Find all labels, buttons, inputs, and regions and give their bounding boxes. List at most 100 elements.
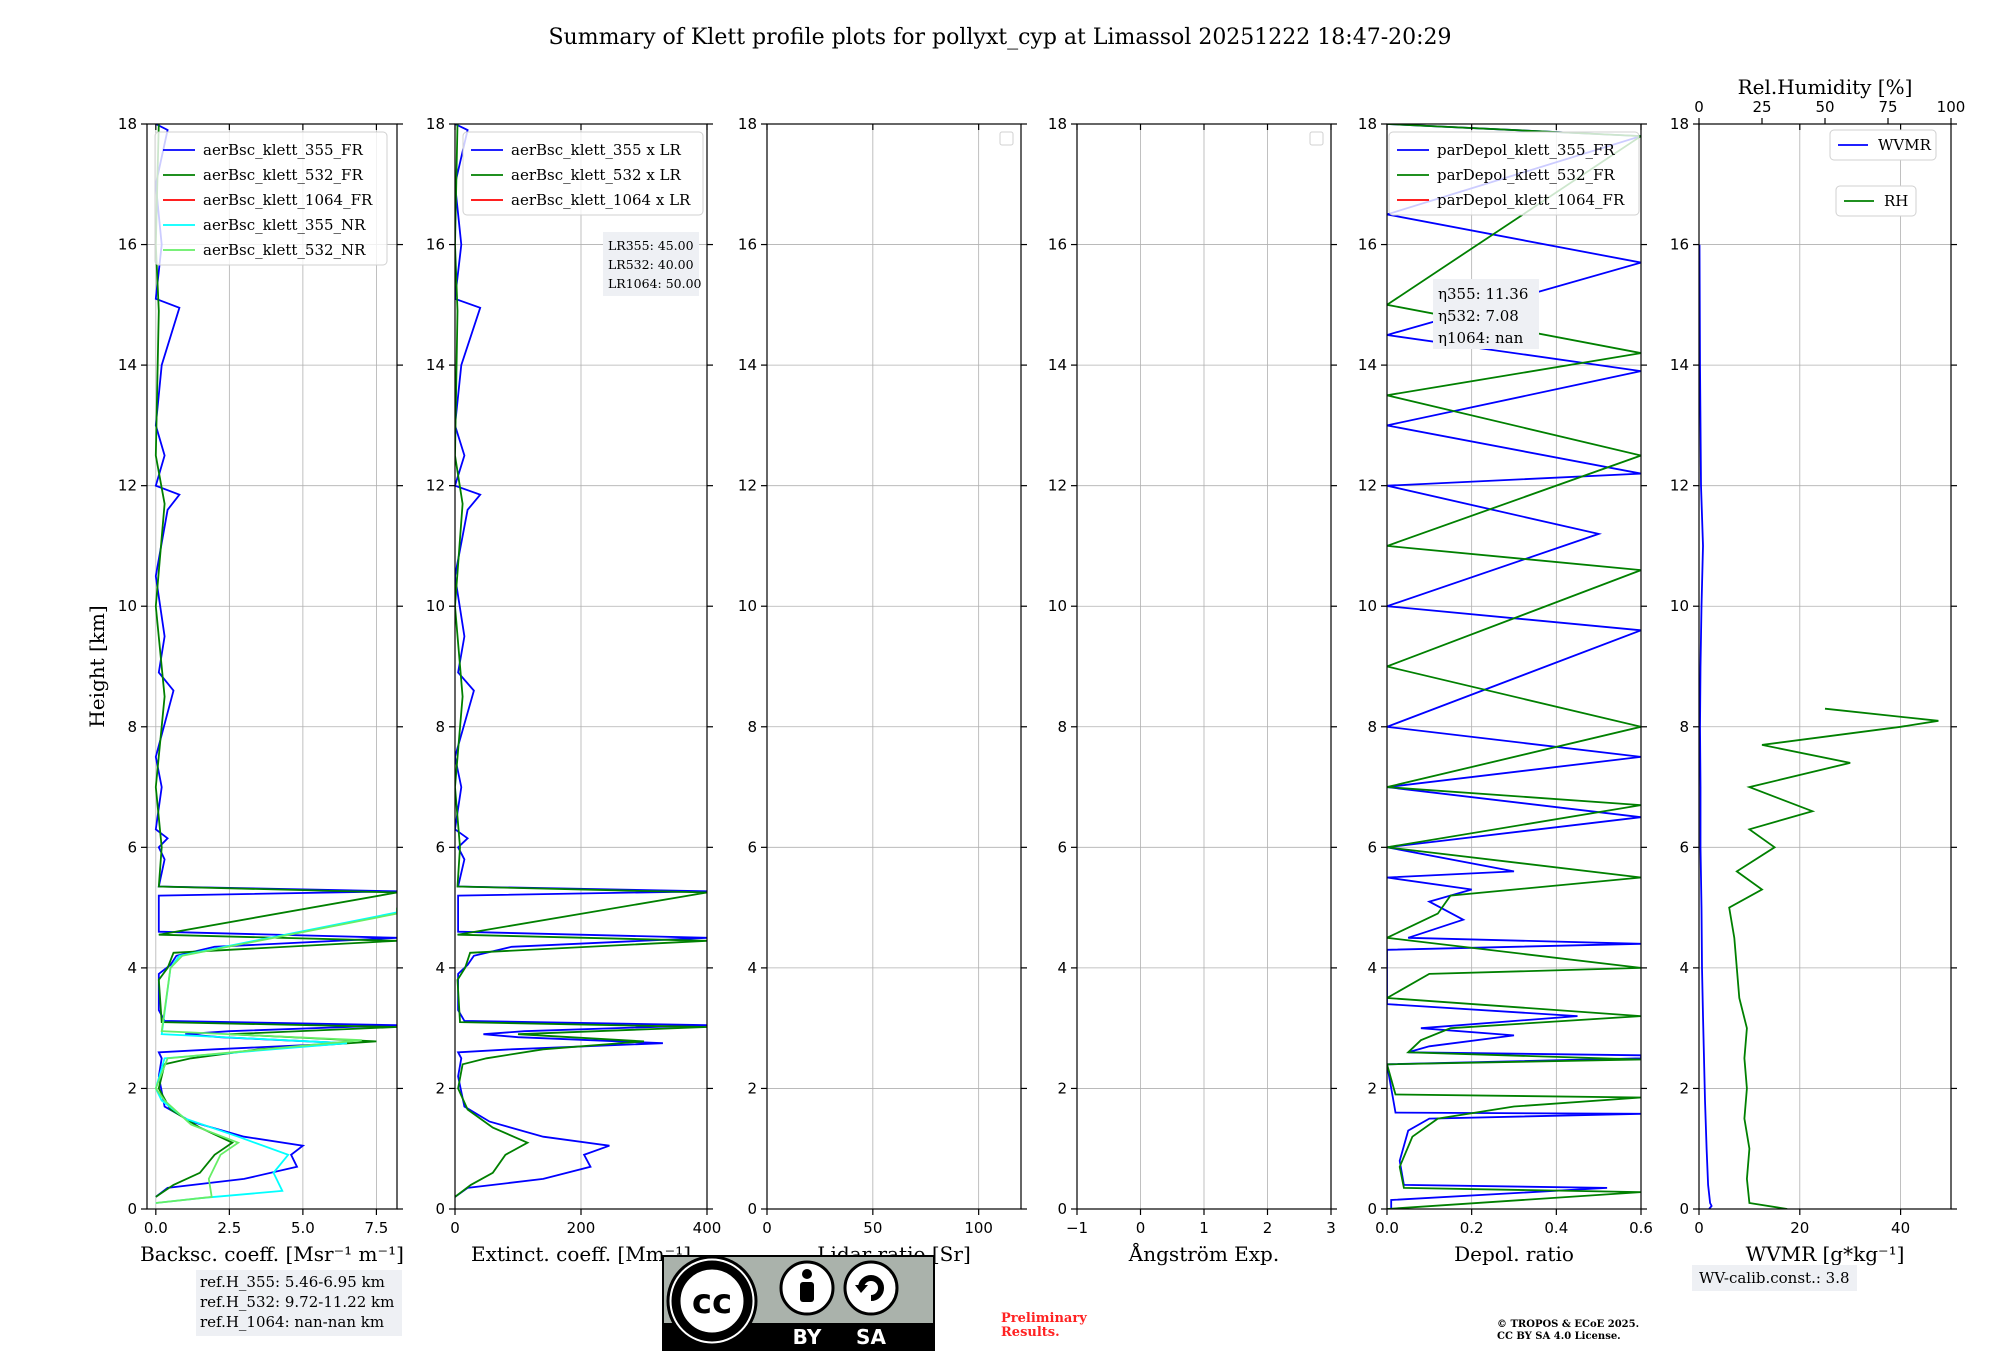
y-tick-label: 0	[1367, 1200, 1377, 1218]
y-tick-label: 6	[127, 838, 137, 856]
y-tick-label: 0	[127, 1200, 137, 1218]
y-tick-label: 2	[747, 1079, 757, 1097]
series-line-aerBsc_klett_532 x LR	[455, 124, 707, 1198]
y-tick-label: 4	[1679, 959, 1689, 977]
y-tick-label: 8	[1367, 718, 1377, 736]
x-tick-label: 200	[567, 1219, 596, 1237]
y-tick-label: 12	[1048, 477, 1067, 495]
legend-label: aerBsc_klett_532_FR	[203, 166, 363, 184]
y-tick-label: 18	[118, 115, 137, 133]
y-tick-label: 8	[435, 718, 445, 736]
legend-label: parDepol_klett_532_FR	[1437, 166, 1615, 184]
y-tick-label: 4	[435, 959, 445, 977]
legend-box	[154, 131, 388, 266]
y-tick-label: 6	[1057, 838, 1067, 856]
legend-box	[462, 131, 704, 216]
y-tick-label: 0	[435, 1200, 445, 1218]
y-tick-label: 2	[1367, 1079, 1377, 1097]
y-tick-label: 0	[747, 1200, 757, 1218]
x-axis-label: Ångström Exp.	[1128, 1241, 1279, 1266]
y-tick-label: 14	[1670, 356, 1689, 374]
y-tick-label: 12	[1670, 477, 1689, 495]
y-tick-label: 14	[738, 356, 757, 374]
x-tick-label: 0.2	[1460, 1219, 1484, 1237]
x-tick-label: 0	[1136, 1219, 1146, 1237]
y-tick-label: 12	[738, 477, 757, 495]
series-line-RH	[1728, 707, 1939, 1209]
legend-label: aerBsc_klett_1064 x LR	[511, 191, 691, 209]
empty-legend-box	[1309, 131, 1324, 146]
y-tick-label: 4	[1057, 959, 1067, 977]
preliminary-line-2: Results.	[1001, 1325, 1060, 1340]
y-tick-label: 10	[118, 597, 137, 615]
y-tick-label: 18	[738, 115, 757, 133]
x-tick-label: 100	[964, 1219, 993, 1237]
series-line-aerBsc_klett_532_NR	[154, 907, 397, 1204]
y-tick-label: 14	[118, 356, 137, 374]
y-tick-label: 10	[738, 597, 757, 615]
top-x-tick-label: 100	[1937, 98, 1966, 116]
figure-title: Summary of Klett profile plots for polly…	[548, 25, 1451, 50]
y-tick-label: 8	[1057, 718, 1067, 736]
x-tick-label: 40	[1891, 1219, 1910, 1237]
lidar-ratio-value: LR1064: 50.00	[608, 276, 702, 291]
y-tick-label: 12	[1358, 477, 1377, 495]
y-tick-label: 0	[1057, 1200, 1067, 1218]
y-tick-label: 4	[1367, 959, 1377, 977]
top-x-tick-label: 50	[1815, 98, 1834, 116]
axes-frame	[1386, 123, 1642, 1210]
preliminary-results-note: Preliminary Results.	[1001, 1312, 1087, 1340]
preliminary-line-1: Preliminary	[1001, 1311, 1087, 1326]
y-tick-label: 18	[1670, 115, 1689, 133]
x-tick-label: 0.0	[144, 1219, 168, 1237]
y-tick-label: 6	[1367, 838, 1377, 856]
x-tick-label: 7.5	[364, 1219, 388, 1237]
y-tick-label: 12	[118, 477, 137, 495]
cc-by-sa-license-badge: cc BY SA	[662, 1255, 935, 1351]
y-tick-label: 8	[747, 718, 757, 736]
ref-height-355: ref.H_355: 5.46-6.95 km	[200, 1273, 385, 1291]
lidar-ratio-value: LR355: 45.00	[608, 238, 694, 253]
x-tick-label: 2.5	[217, 1219, 241, 1237]
legend-label: aerBsc_klett_355_NR	[203, 216, 366, 234]
ref-height-1064: ref.H_1064: nan-nan km	[200, 1313, 385, 1331]
x-axis-label: WVMR [g*kg⁻¹]	[1746, 1242, 1905, 1266]
legend-label: aerBsc_klett_1064_FR	[203, 191, 373, 209]
top-x-axis-label: Rel.Humidity [%]	[1738, 75, 1913, 99]
copyright-line-2: CC BY SA 4.0 License.	[1497, 1331, 1621, 1342]
series-line-parDepol_klett_355_FR	[1387, 124, 1641, 1209]
eta-value: η1064: nan	[1438, 329, 1524, 347]
x-tick-label: 5.0	[291, 1219, 315, 1237]
axes-frame	[146, 123, 398, 1210]
wv-calibration-box: WV-calib.const.: 3.8	[1692, 1265, 1857, 1291]
y-tick-label: 6	[435, 838, 445, 856]
copyright-note: © TROPOS & ECoE 2025. CC BY SA 4.0 Licen…	[1497, 1319, 1639, 1343]
legend-label: aerBsc_klett_532_NR	[203, 241, 366, 259]
x-tick-label: 2	[1263, 1219, 1273, 1237]
series-line-parDepol_klett_532_FR	[1387, 124, 1641, 1209]
x-axis-label: Backsc. coeff. [Msr⁻¹ m⁻¹]	[140, 1242, 404, 1266]
y-tick-label: 18	[426, 115, 445, 133]
x-tick-label: 0.0	[1375, 1219, 1399, 1237]
eta-info-box	[1433, 279, 1539, 349]
top-x-tick-label: 75	[1878, 98, 1897, 116]
y-tick-label: 14	[1048, 356, 1067, 374]
axes-frame	[766, 123, 1022, 1210]
x-tick-label: 400	[693, 1219, 722, 1237]
y-tick-label: 16	[1048, 236, 1067, 254]
y-tick-label: 2	[1679, 1079, 1689, 1097]
x-axis-label: Depol. ratio	[1454, 1242, 1574, 1266]
series-line-WVMR	[1699, 244, 1713, 1209]
legend-label: RH	[1884, 192, 1908, 210]
y-tick-label: 8	[127, 718, 137, 736]
x-tick-label: 0	[762, 1219, 772, 1237]
x-tick-label: −1	[1066, 1219, 1088, 1237]
reference-height-box: ref.H_355: 5.46-6.95 km ref.H_532: 9.72-…	[196, 1270, 402, 1336]
y-tick-label: 10	[1670, 597, 1689, 615]
y-tick-label: 6	[1679, 838, 1689, 856]
y-tick-label: 16	[1670, 236, 1689, 254]
y-tick-label: 4	[127, 959, 137, 977]
legend-label: aerBsc_klett_355 x LR	[511, 141, 682, 159]
top-x-tick-label: 25	[1752, 98, 1771, 116]
